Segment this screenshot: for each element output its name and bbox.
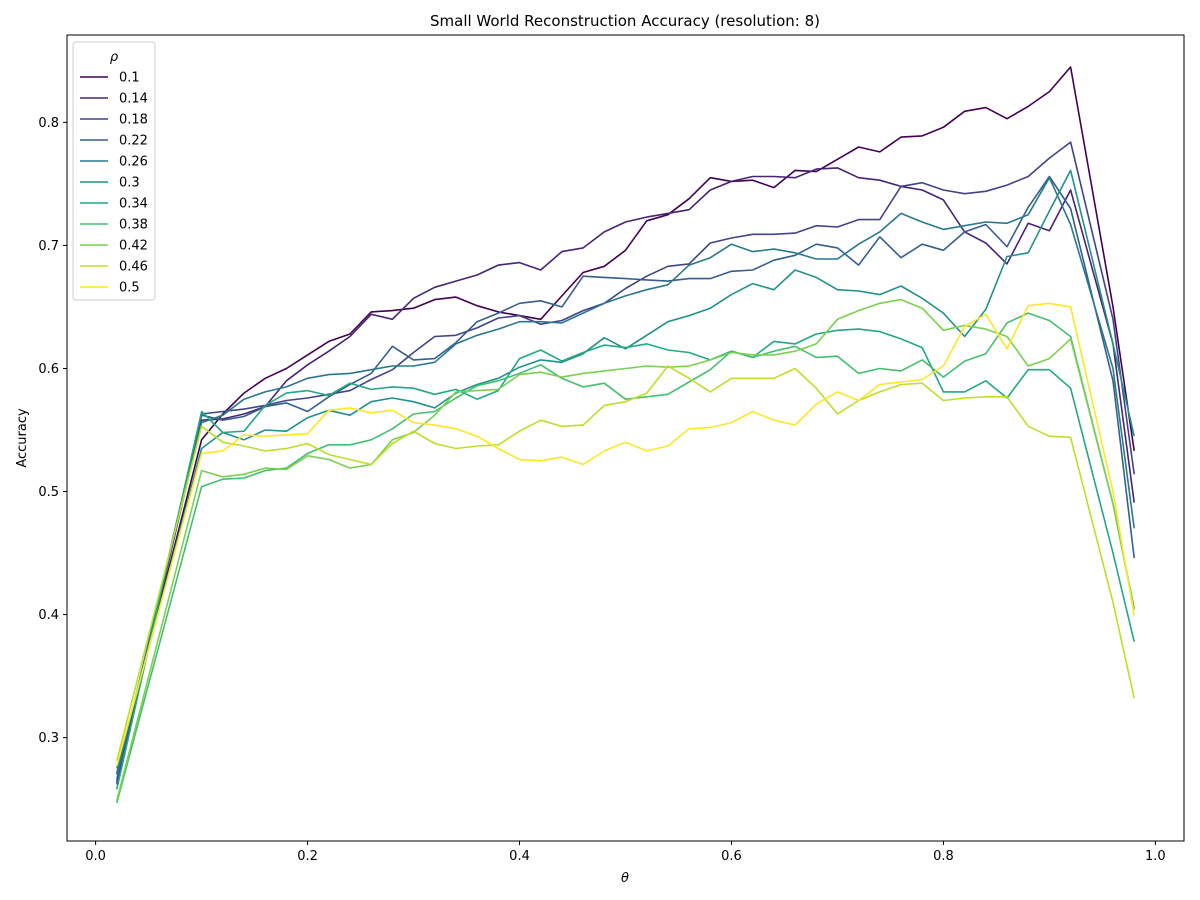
legend: ρ 0.1 0.14 0.18 0.22 0.26 0.3 0.34 0.38 0.42 0.46…: [72, 41, 156, 301]
legend-label: 0.26: [119, 155, 148, 170]
y-tick-label: 0.8: [38, 116, 59, 131]
legend-title: ρ: [110, 50, 119, 65]
series-line-0.26: [116, 176, 1135, 775]
x-tick-label: 0.8: [933, 849, 954, 864]
series-line-0.38: [116, 312, 1135, 804]
x-tick-label: 0.6: [721, 849, 742, 864]
series-line-0.46: [116, 365, 1135, 762]
x-axis: 0.0 0.2 0.4 0.6 0.8 1.0: [85, 841, 1166, 864]
series-line-0.14: [116, 167, 1135, 785]
legend-box: [72, 41, 156, 301]
plot-frame: [66, 34, 1185, 842]
legend-label: 0.46: [119, 260, 148, 275]
x-tick-label: 0.4: [509, 849, 530, 864]
legend-label: 0.42: [119, 239, 148, 254]
y-tick-label: 0.3: [38, 731, 59, 746]
legend-label: 0.18: [119, 113, 148, 128]
y-tick-label: 0.7: [38, 239, 59, 254]
legend-label: 0.5: [119, 281, 140, 296]
y-tick-label: 0.4: [38, 608, 59, 623]
series-line-0.22: [116, 175, 1135, 780]
y-axis-label: Accuracy: [15, 408, 30, 468]
x-axis-label: θ: [621, 871, 629, 886]
y-tick-label: 0.6: [38, 362, 59, 377]
legend-items: 0.1 0.14 0.18 0.22 0.26 0.3 0.34 0.38 0.42 0.46 0.…: [80, 71, 148, 296]
legend-label: 0.1: [119, 71, 140, 86]
series-line-0.3: [116, 169, 1135, 769]
legend-label: 0.3: [119, 176, 140, 191]
x-tick-label: 1.0: [1145, 849, 1166, 864]
x-tick-label: 0.2: [297, 849, 318, 864]
y-axis: 0.3 0.4 0.5 0.6 0.7 0.8: [38, 116, 67, 746]
x-tick-label: 0.0: [85, 849, 106, 864]
legend-label: 0.22: [119, 134, 148, 149]
chart-title: Small World Reconstruction Accuracy (res…: [430, 12, 820, 30]
series-layer: [116, 66, 1135, 804]
series-line-0.42: [116, 298, 1135, 801]
series-line-0.5: [116, 302, 1135, 767]
legend-label: 0.34: [119, 197, 148, 212]
legend-label: 0.38: [119, 218, 148, 233]
series-line-0.1: [116, 66, 1135, 774]
legend-label: 0.14: [119, 92, 148, 107]
y-tick-label: 0.5: [38, 485, 59, 500]
series-line-0.34: [116, 328, 1135, 790]
